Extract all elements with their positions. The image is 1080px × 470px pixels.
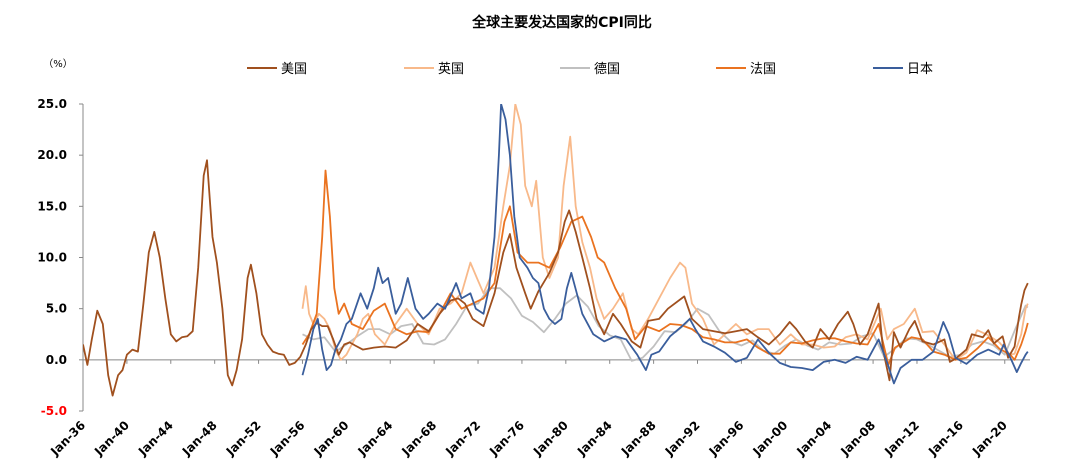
series-line-japan: [301, 104, 1029, 385]
x-tick-label: Jan-84: [574, 418, 615, 459]
y-tick-label: -5.0: [41, 404, 67, 418]
legend-label: 法国: [750, 62, 776, 77]
x-axis: Jan-36 Jan-40 Jan-44 Jan-48 Jan-52 Jan-56 Jan-…: [47, 359, 1030, 459]
x-tick-label: Jan-80: [530, 418, 571, 459]
x-tick-label: Jan-12: [881, 418, 922, 459]
plot-area: [83, 104, 1029, 397]
x-tick-label: Jan-04: [793, 418, 834, 459]
legend-label: 德国: [594, 62, 620, 77]
y-tick-label: 0.0: [46, 353, 67, 367]
x-tick-label: Jan-08: [837, 418, 878, 459]
x-tick-label: Jan-44: [135, 418, 176, 459]
legend-item-japan: 日本: [873, 62, 933, 77]
x-tick-label: Jan-92: [662, 418, 703, 459]
y-axis-unit: （%）: [43, 58, 73, 70]
y-tick-label: 25.0: [37, 97, 67, 111]
series-line-uk: [301, 104, 1029, 361]
chart-title: 全球主要发达国家的CPI同比: [471, 14, 652, 31]
x-tick-label: Jan-16: [925, 418, 966, 459]
x-tick-label: Jan-48: [179, 418, 220, 459]
y-axis: 25.0 20.0 15.0 10.0 5.0 0.0 -5.0: [37, 97, 84, 418]
legend-item-uk: 英国: [404, 62, 464, 77]
legend-item-germany: 德国: [560, 62, 620, 77]
legend: 美国 英国 德国 法国 日本: [247, 62, 933, 77]
legend-label: 英国: [438, 62, 464, 77]
y-tick-label: 5.0: [46, 302, 67, 316]
x-tick-label: Jan-20: [969, 418, 1010, 459]
x-tick-label: Jan-64: [355, 418, 396, 459]
legend-item-france: 法国: [716, 62, 776, 77]
x-tick-label: Jan-68: [398, 418, 439, 459]
x-tick-label: Jan-00: [750, 418, 791, 459]
series-line-usa: [83, 159, 1029, 397]
x-tick-label: Jan-88: [618, 418, 659, 459]
y-tick-label: 20.0: [37, 148, 67, 162]
x-tick-label: Jan-72: [442, 418, 483, 459]
x-tick-label: Jan-52: [223, 418, 264, 459]
legend-label: 美国: [281, 62, 307, 77]
series-line-germany: [302, 287, 1029, 362]
x-tick-label: Jan-76: [486, 418, 527, 459]
x-tick-label: Jan-60: [311, 418, 352, 459]
legend-item-usa: 美国: [247, 62, 307, 77]
legend-label: 日本: [907, 62, 933, 77]
y-tick-label: 10.0: [37, 251, 67, 265]
y-tick-label: 15.0: [37, 199, 67, 213]
x-tick-label: Jan-36: [47, 418, 88, 459]
series-line-france: [301, 169, 1029, 366]
x-tick-label: Jan-96: [706, 418, 747, 459]
x-tick-label: Jan-56: [267, 418, 308, 459]
x-tick-label: Jan-40: [91, 418, 132, 459]
